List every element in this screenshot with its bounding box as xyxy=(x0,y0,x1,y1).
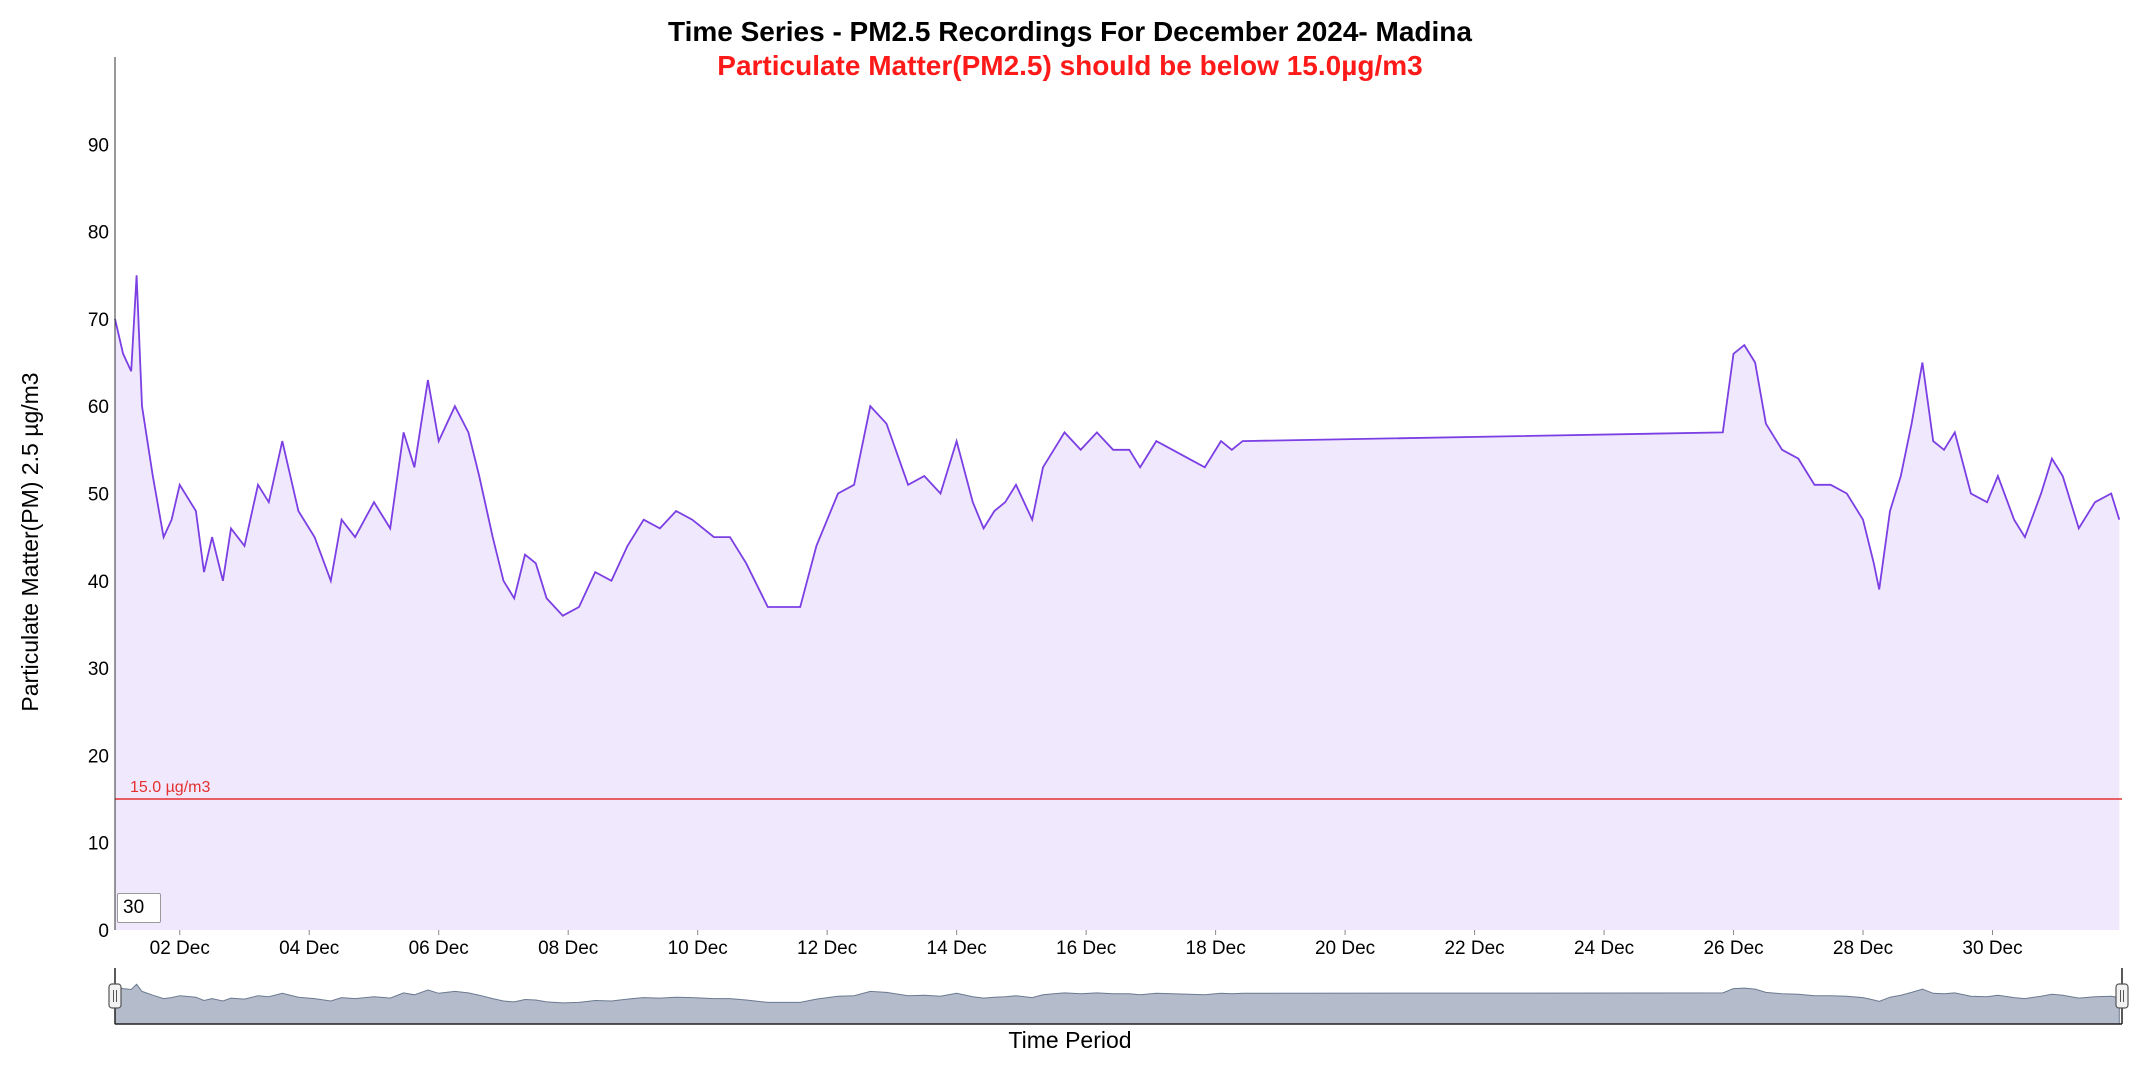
y-tick-label: 20 xyxy=(88,746,109,767)
x-tick-label: 22 Dec xyxy=(1444,938,1504,959)
y-tick-label: 0 xyxy=(98,921,109,942)
x-tick-label: 18 Dec xyxy=(1186,938,1246,959)
y-tick-label: 70 xyxy=(88,310,109,331)
x-tick-label: 02 Dec xyxy=(150,938,210,959)
x-tick-label: 06 Dec xyxy=(409,938,469,959)
navigator-left-handle[interactable] xyxy=(108,983,122,1009)
x-tick-label: 30 Dec xyxy=(1962,938,2022,959)
y-axis-label: Particulate Matter(PM) 2.5 µg/m3 xyxy=(17,372,43,711)
x-axis-ticks: 02 Dec 04 Dec 06 Dec 08 Dec 10 Dec 12 Dec 14 D… xyxy=(150,930,2023,959)
chart-title: Time Series - PM2.5 Recordings For Decem… xyxy=(668,16,1472,47)
y-tick-label: 40 xyxy=(88,572,109,593)
x-axis-label: Time Period xyxy=(1008,1027,1131,1053)
x-tick-label: 26 Dec xyxy=(1703,938,1763,959)
pm25-area-fill xyxy=(115,275,2120,930)
x-tick-label: 10 Dec xyxy=(668,938,728,959)
y-tick-label: 80 xyxy=(88,223,109,244)
y-tick-label: 90 xyxy=(88,135,109,156)
navigator-right-handle[interactable] xyxy=(2115,983,2129,1009)
x-tick-label: 20 Dec xyxy=(1315,938,1375,959)
y-tick-label: 30 xyxy=(88,659,109,680)
x-tick-label: 08 Dec xyxy=(538,938,598,959)
chart-subtitle: Particulate Matter(PM2.5) should be belo… xyxy=(717,50,1422,81)
y-axis-ticks: 0 10 20 30 40 50 60 70 80 90 xyxy=(88,135,109,942)
x-tick-label: 24 Dec xyxy=(1574,938,1634,959)
period-input[interactable]: 30 xyxy=(117,893,161,923)
y-tick-label: 50 xyxy=(88,485,109,506)
y-tick-label: 60 xyxy=(88,397,109,418)
y-tick-label: 10 xyxy=(88,834,109,855)
threshold-label: 15.0 µg/m3 xyxy=(130,779,210,796)
range-navigator[interactable] xyxy=(108,968,2129,1026)
pm25-series-line[interactable] xyxy=(114,275,2121,617)
x-tick-label: 04 Dec xyxy=(279,938,339,959)
plot-area xyxy=(114,57,2122,930)
x-tick-label: 14 Dec xyxy=(927,938,987,959)
x-tick-label: 28 Dec xyxy=(1833,938,1893,959)
x-tick-label: 16 Dec xyxy=(1056,938,1116,959)
navigator-area xyxy=(114,983,2120,1025)
x-tick-label: 12 Dec xyxy=(797,938,857,959)
